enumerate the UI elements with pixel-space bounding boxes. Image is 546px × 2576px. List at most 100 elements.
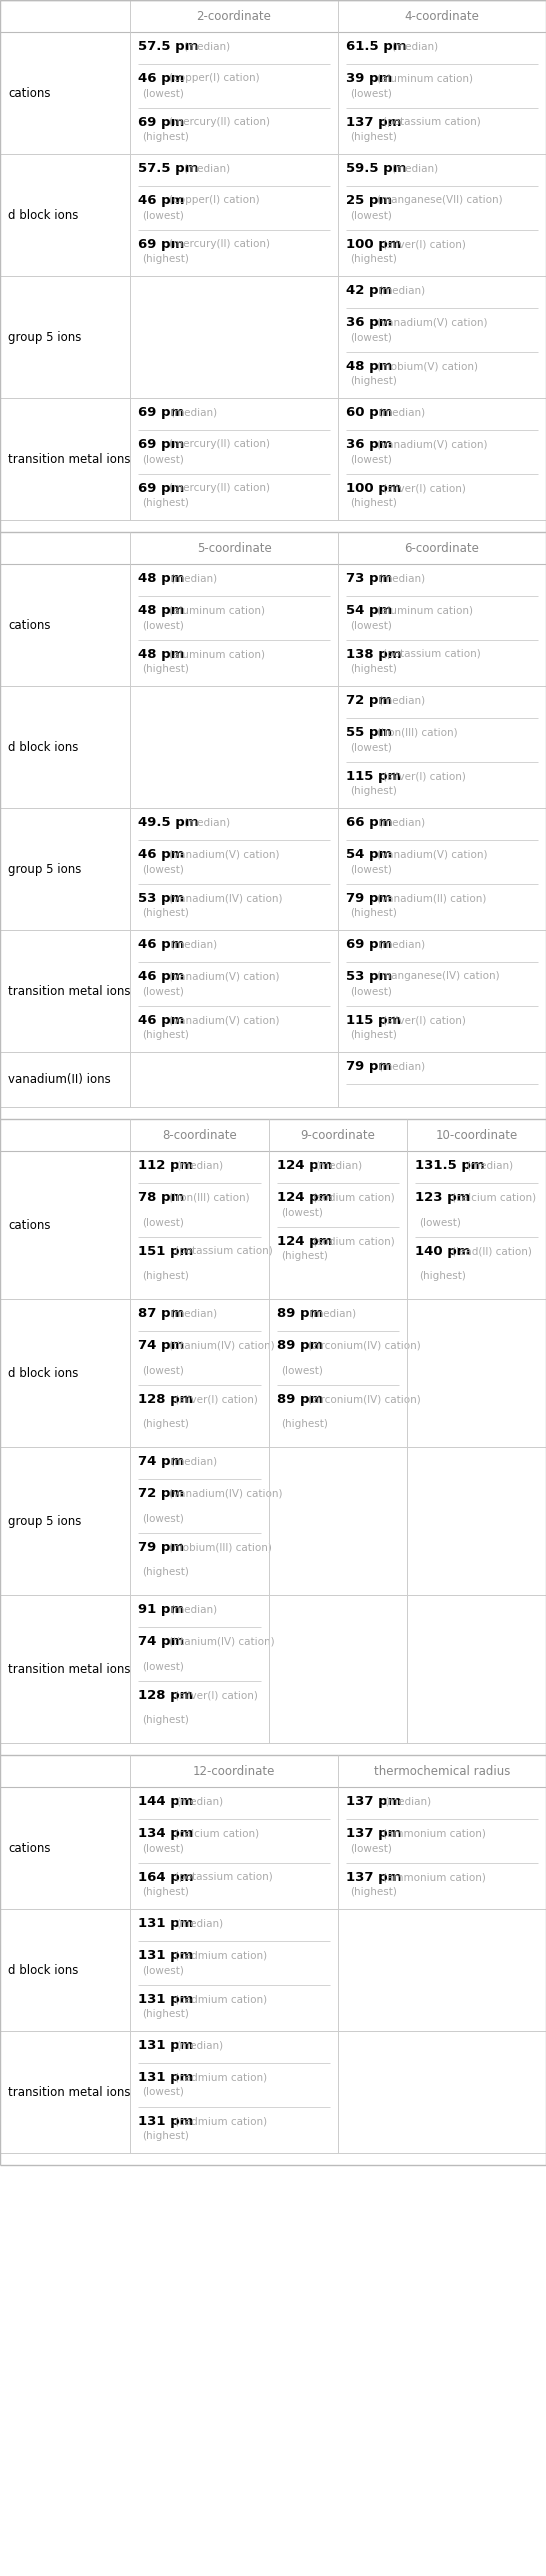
Text: 79 pm: 79 pm [346, 1059, 392, 1074]
Text: 144 pm: 144 pm [138, 1795, 193, 1808]
Text: (mercury(II) cation): (mercury(II) cation) [169, 438, 270, 448]
Text: (lowest): (lowest) [142, 621, 184, 631]
Text: d block ions: d block ions [8, 1963, 79, 1976]
Text: 128 pm: 128 pm [138, 1394, 193, 1406]
Text: (calcium cation): (calcium cation) [175, 1829, 259, 1839]
Text: (cadmium cation): (cadmium cation) [175, 2071, 267, 2081]
Text: 53 pm: 53 pm [346, 971, 392, 984]
Text: 115 pm: 115 pm [346, 770, 401, 783]
Text: 69 pm: 69 pm [346, 938, 392, 951]
Text: (aluminum cation): (aluminum cation) [377, 605, 473, 616]
Text: group 5 ions: group 5 ions [8, 863, 81, 876]
Text: (median): (median) [378, 286, 426, 296]
Text: 124 pm: 124 pm [277, 1190, 332, 1203]
Text: 57.5 pm: 57.5 pm [138, 162, 198, 175]
Text: cations: cations [8, 618, 50, 631]
Text: 137 pm: 137 pm [346, 116, 401, 129]
Text: (median): (median) [378, 817, 426, 827]
Text: (lowest): (lowest) [350, 453, 392, 464]
Text: (lowest): (lowest) [419, 1216, 461, 1226]
Text: (median): (median) [391, 41, 438, 52]
Text: 46 pm: 46 pm [138, 1015, 185, 1028]
Text: (highest): (highest) [350, 255, 397, 263]
Text: (highest): (highest) [419, 1270, 466, 1280]
Text: 69 pm: 69 pm [138, 438, 184, 451]
Text: 69 pm: 69 pm [138, 116, 184, 129]
Text: (median): (median) [378, 572, 426, 582]
Text: cations: cations [8, 1842, 50, 1855]
Text: (lowest): (lowest) [142, 1512, 184, 1522]
Text: 39 pm: 39 pm [346, 72, 392, 85]
Text: 131 pm: 131 pm [138, 2071, 193, 2084]
Text: (vanadium(IV) cation): (vanadium(IV) cation) [169, 1489, 282, 1499]
Text: (lowest): (lowest) [142, 1965, 184, 1976]
Text: (median): (median) [378, 696, 426, 706]
Text: 151 pm: 151 pm [138, 1244, 193, 1257]
Text: (highest): (highest) [350, 665, 397, 675]
Text: (highest): (highest) [142, 1716, 189, 1726]
Text: 100 pm: 100 pm [346, 482, 401, 495]
Text: 48 pm: 48 pm [346, 361, 393, 374]
Text: 89 pm: 89 pm [277, 1394, 323, 1406]
Text: (median): (median) [170, 1605, 218, 1615]
Text: (manganese(VII) cation): (manganese(VII) cation) [377, 196, 503, 206]
Text: (median): (median) [170, 572, 218, 582]
Text: (highest): (highest) [142, 1566, 189, 1577]
Text: (titanium(IV) cation): (titanium(IV) cation) [169, 1340, 275, 1350]
Text: 46 pm: 46 pm [138, 971, 185, 984]
Text: 79 pm: 79 pm [346, 891, 392, 904]
Text: (vanadium(V) cation): (vanadium(V) cation) [377, 438, 488, 448]
Text: 89 pm: 89 pm [277, 1306, 323, 1319]
Text: (lowest): (lowest) [350, 742, 392, 752]
Text: 54 pm: 54 pm [346, 848, 392, 860]
Text: 55 pm: 55 pm [346, 726, 392, 739]
Text: 69 pm: 69 pm [138, 407, 184, 420]
Text: (copper(I) cation): (copper(I) cation) [169, 72, 260, 82]
Text: 57.5 pm: 57.5 pm [138, 41, 198, 54]
Text: 131 pm: 131 pm [138, 2040, 193, 2053]
Text: (aluminum cation): (aluminum cation) [169, 605, 265, 616]
Text: (titanium(IV) cation): (titanium(IV) cation) [169, 1636, 275, 1646]
Text: (lowest): (lowest) [142, 863, 184, 873]
Text: 46 pm: 46 pm [138, 193, 185, 206]
Text: 138 pm: 138 pm [346, 649, 401, 662]
Text: transition metal ions: transition metal ions [8, 453, 130, 466]
Text: (highest): (highest) [142, 131, 189, 142]
Text: (lowest): (lowest) [350, 987, 392, 997]
Text: 60 pm: 60 pm [346, 407, 393, 420]
Text: 137 pm: 137 pm [346, 1795, 401, 1808]
Text: (highest): (highest) [142, 497, 189, 507]
Text: (mercury(II) cation): (mercury(II) cation) [169, 484, 270, 492]
Text: (lowest): (lowest) [142, 453, 184, 464]
Text: (median): (median) [378, 940, 426, 948]
Text: (median): (median) [378, 1061, 426, 1072]
Text: (lowest): (lowest) [350, 863, 392, 873]
Text: 73 pm: 73 pm [346, 572, 392, 585]
Text: transition metal ions: transition metal ions [8, 1662, 130, 1674]
Text: (vanadium(IV) cation): (vanadium(IV) cation) [169, 894, 282, 904]
Text: (lowest): (lowest) [142, 1662, 184, 1672]
Text: (median): (median) [170, 1455, 218, 1466]
Text: (aluminum cation): (aluminum cation) [169, 649, 265, 659]
Text: 78 pm: 78 pm [138, 1190, 184, 1203]
Text: (median): (median) [378, 407, 426, 417]
Text: (median): (median) [309, 1309, 357, 1319]
Text: (ammonium cation): (ammonium cation) [383, 1829, 486, 1839]
Text: (sodium cation): (sodium cation) [313, 1236, 395, 1247]
Text: (cadmium cation): (cadmium cation) [175, 1994, 267, 2004]
Text: (median): (median) [170, 940, 218, 948]
Text: 48 pm: 48 pm [138, 649, 185, 662]
Text: (lowest): (lowest) [281, 1365, 323, 1376]
Text: 12-coordinate: 12-coordinate [193, 1765, 275, 1777]
Text: group 5 ions: group 5 ions [8, 330, 81, 343]
Text: (silver(I) cation): (silver(I) cation) [383, 770, 466, 781]
Text: transition metal ions: transition metal ions [8, 2087, 130, 2099]
Text: (highest): (highest) [350, 907, 397, 917]
Text: vanadium(II) ions: vanadium(II) ions [8, 1074, 111, 1087]
Text: 59.5 pm: 59.5 pm [346, 162, 406, 175]
Text: (potassium cation): (potassium cation) [383, 116, 480, 126]
Text: 61.5 pm: 61.5 pm [346, 41, 407, 54]
Text: (zirconium(IV) cation): (zirconium(IV) cation) [307, 1340, 420, 1350]
Text: 36 pm: 36 pm [346, 438, 393, 451]
Text: (silver(I) cation): (silver(I) cation) [175, 1394, 258, 1404]
